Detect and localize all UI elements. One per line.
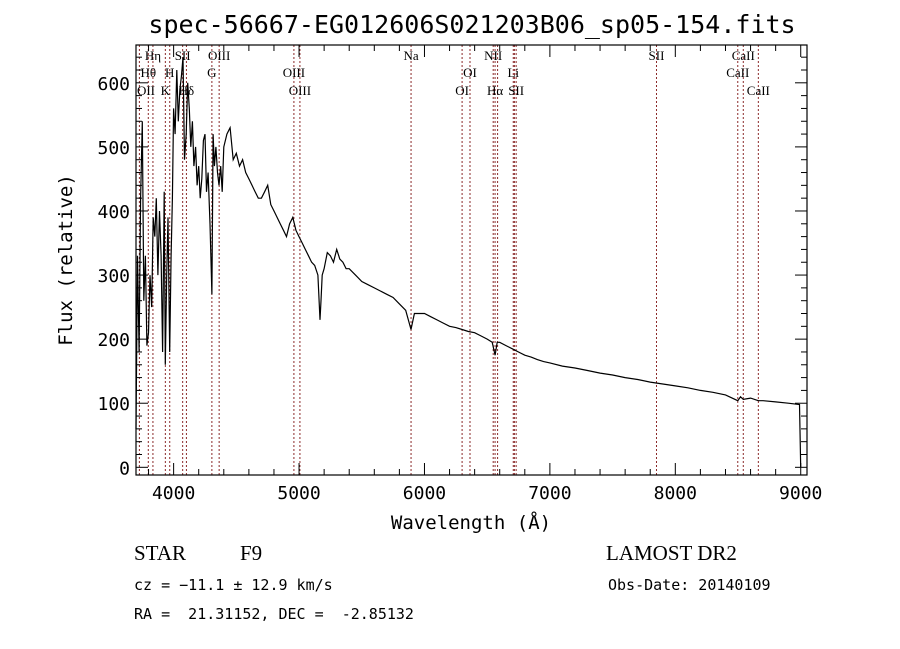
line-marker-label: Na bbox=[403, 48, 418, 63]
x-tick-label: 6000 bbox=[403, 483, 446, 504]
y-tick-label: 600 bbox=[97, 74, 130, 95]
y-tick-label: 200 bbox=[97, 330, 130, 351]
line-marker-label: Hθ bbox=[140, 65, 156, 80]
line-marker-label: Li bbox=[507, 65, 519, 80]
line-marker-label: OI bbox=[455, 83, 469, 98]
obs-date: Obs-Date: 20140109 bbox=[608, 576, 771, 594]
line-marker-label: CaII bbox=[732, 48, 755, 63]
line-marker-label: SII bbox=[649, 48, 665, 63]
plot-frame bbox=[135, 44, 808, 476]
line-marker-label: Hδ bbox=[179, 83, 195, 98]
redshift-info: cz = −11.1 ± 12.9 km/s bbox=[134, 576, 333, 594]
y-axis-label: Flux (relative) bbox=[55, 174, 77, 346]
x-tick-label: 7000 bbox=[528, 483, 571, 504]
x-axis-label: Wavelength (Å) bbox=[391, 511, 551, 534]
line-marker-label: NII bbox=[484, 48, 502, 63]
coordinates-info: RA = 21.31152, DEC = -2.85132 bbox=[134, 605, 414, 623]
axis-tick-labels: 4000 5000 6000 7000 8000 9000 0 100 200 300 400 500… bbox=[97, 74, 822, 504]
x-tick-label: 8000 bbox=[654, 483, 697, 504]
line-marker-label: OIII bbox=[289, 83, 311, 98]
chart-title: spec-56667-EG012606S021203B06_sp05-154.f… bbox=[148, 10, 795, 39]
line-markers bbox=[138, 45, 759, 475]
x-tick-label: 9000 bbox=[779, 483, 822, 504]
line-marker-label: OIII bbox=[208, 48, 230, 63]
line-marker-labels: OIIHθHηKHSIIHδGOIIIOIIIOIIINaOIOINIIHαLi… bbox=[137, 48, 770, 98]
object-class: STAR bbox=[134, 541, 186, 565]
y-tick-label: 400 bbox=[97, 202, 130, 223]
survey-name: LAMOST DR2 bbox=[606, 541, 737, 565]
line-marker-label: Hα bbox=[487, 83, 503, 98]
line-marker-label: OI bbox=[463, 65, 477, 80]
line-marker-label: OIII bbox=[283, 65, 305, 80]
line-marker-label: CaII bbox=[747, 83, 770, 98]
object-subclass: F9 bbox=[240, 541, 262, 565]
y-tick-label: 300 bbox=[97, 266, 130, 287]
spectrum-line bbox=[135, 57, 802, 468]
line-marker-label: SII bbox=[175, 48, 191, 63]
line-marker-label: Hη bbox=[145, 48, 161, 63]
x-tick-label: 4000 bbox=[152, 483, 195, 504]
y-tick-label: 500 bbox=[97, 138, 130, 159]
line-marker-label: G bbox=[207, 65, 216, 80]
line-marker-label: K bbox=[161, 83, 171, 98]
line-marker-label: OII bbox=[137, 83, 155, 98]
line-marker-label: H bbox=[165, 65, 174, 80]
y-tick-label: 100 bbox=[97, 394, 130, 415]
y-tick-label: 0 bbox=[119, 458, 130, 479]
line-marker-label: SII bbox=[508, 83, 524, 98]
x-tick-label: 5000 bbox=[277, 483, 320, 504]
line-marker-label: CaII bbox=[726, 65, 749, 80]
axis-ticks bbox=[136, 45, 807, 475]
